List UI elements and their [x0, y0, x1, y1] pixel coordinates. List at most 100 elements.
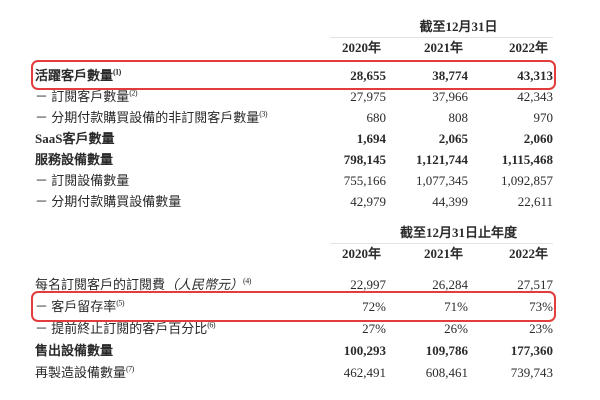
year-column-header: 2020年	[341, 40, 381, 55]
metric-label-cell: － 訂閱客戶數量(2)	[35, 86, 330, 107]
metric-label-cell: 再製造設備數量(7)	[35, 362, 330, 384]
metric-label: － 分期付款購買設備數量	[35, 194, 182, 209]
metric-value: 44,399	[432, 194, 468, 209]
metric-label-cell: 活躍客戶數量(1)	[35, 65, 330, 86]
metric-row: － 訂閱客戶數量(2) 27,975 37,966 42,343	[35, 86, 553, 107]
metric-value: 970	[533, 110, 554, 125]
metric-value: 2,060	[523, 131, 553, 146]
metric-value: 1,121,744	[416, 152, 468, 167]
metric-label: 每名訂閱客戶的訂閱費	[35, 277, 166, 292]
metric-value: 680	[366, 110, 387, 125]
metric-value: 43,313	[517, 68, 553, 83]
footnote-marker: (5)	[116, 298, 125, 308]
year-column-header: 2022年	[508, 40, 548, 55]
metric-label-cell: － 分期付款購買設備數量	[35, 191, 330, 212]
subscription-metrics-table: 截至12月31日止年度 2020年 2021年 2022年每名訂閱客戶的訂閱費（人民幣…	[31, 222, 556, 384]
metric-label-cell: － 提前終止訂閱的客戶百分比(6)	[35, 318, 330, 340]
metric-value: 72%	[362, 299, 386, 314]
metric-value: 798,145	[343, 152, 386, 167]
period-spacer	[35, 222, 330, 244]
metric-value: 608,461	[425, 365, 468, 380]
metric-value: 27%	[362, 321, 386, 336]
metric-label: 服務設備數量	[35, 152, 114, 167]
metric-row: SaaS客戶數量 1,694 2,065 2,060	[35, 128, 553, 149]
metric-value: 26%	[444, 321, 468, 336]
metric-label: － 訂閱客戶數量	[35, 89, 130, 104]
metric-label-cell: SaaS客戶數量	[35, 128, 330, 149]
metric-label-cell: 售出設備數量	[35, 340, 330, 362]
footnote-marker: (4)	[243, 276, 251, 286]
metric-label: － 訂閱設備數量	[35, 173, 130, 188]
customer-metrics-table: 截至12月31日 2020年 2021年 2022年活躍客戶數量(1) 28,655 38…	[31, 16, 556, 212]
footnote-marker: (2)	[129, 88, 138, 98]
metric-value: 42,343	[517, 89, 553, 104]
metric-value: 755,166	[343, 173, 386, 188]
footnote-marker: (7)	[126, 364, 134, 374]
year-column-header: 2021年	[423, 40, 463, 55]
metric-value: 73%	[529, 299, 553, 314]
metric-label: － 提前終止訂閱的客戶百分比	[35, 321, 208, 336]
metric-value: 1,694	[356, 131, 386, 146]
metric-value: 1,092,857	[501, 173, 553, 188]
metric-value: 27,517	[517, 277, 553, 292]
metric-row: 每名訂閱客戶的訂閱費（人民幣元）(4) 22,997 26,284 27,517	[35, 274, 553, 296]
metric-label: － 客戶留存率	[35, 299, 117, 314]
table-body: 活躍客戶數量(1) 28,655 38,774 43,313 － 訂閱客戶數量(2) 27…	[31, 60, 556, 212]
year-header-row: 2020年 2021年 2022年	[35, 243, 553, 264]
metric-value: 1,115,468	[501, 152, 553, 167]
metric-value: 739,743	[510, 365, 553, 380]
metric-row: 再製造設備數量(7) 462,491 608,461 739,743	[35, 362, 553, 384]
period-header: 截至12月31日止年度	[330, 222, 553, 244]
metric-value: 100,293	[343, 343, 386, 358]
table-body: 每名訂閱客戶的訂閱費（人民幣元）(4) 22,997 26,284 27,517 － 客…	[31, 274, 556, 384]
metric-value: 177,360	[510, 343, 553, 358]
metric-value: 28,655	[350, 68, 386, 83]
metric-label: － 分期付款購買設備的非訂閱客戶數量	[35, 110, 260, 125]
metric-row: 活躍客戶數量(1) 28,655 38,774 43,313	[31, 60, 556, 90]
metric-value: 462,491	[343, 365, 386, 380]
metric-row: － 訂閱設備數量 755,166 1,077,345 1,092,857	[35, 170, 553, 191]
metric-value: 1,077,345	[416, 173, 468, 188]
metric-value: 22,611	[517, 194, 553, 209]
footnote-marker: (3)	[259, 109, 268, 119]
footnote-marker: (6)	[207, 320, 216, 330]
metric-value: 37,966	[432, 89, 468, 104]
metric-value: 27,975	[350, 89, 386, 104]
period-header: 截至12月31日	[330, 16, 553, 38]
metric-value: 42,979	[350, 194, 386, 209]
metric-value: 808	[448, 110, 469, 125]
metric-value: 38,774	[432, 68, 468, 83]
period-header-row: 截至12月31日止年度	[35, 222, 553, 244]
metric-label-cell: － 分期付款購買設備的非訂閱客戶數量(3)	[35, 107, 330, 128]
metric-value: 26,284	[432, 277, 468, 292]
metric-label-cell: － 客戶留存率(5)	[35, 296, 330, 318]
metric-label-unit: （人民幣元）	[165, 277, 244, 292]
metric-value: 2,065	[438, 131, 468, 146]
metric-row: － 分期付款購買設備的非訂閱客戶數量(3) 680 808 970	[35, 107, 553, 128]
metric-value: 23%	[529, 321, 553, 336]
period-spacer	[35, 16, 330, 38]
metric-row: 售出設備數量 100,293 109,786 177,360	[35, 340, 553, 362]
year-header-spacer	[35, 37, 330, 58]
metric-row: － 客戶留存率(5) 72% 71% 73%	[31, 291, 556, 322]
metric-label: 再製造設備數量	[35, 365, 127, 380]
metric-value: 22,997	[350, 277, 386, 292]
metric-label: 售出設備數量	[35, 343, 114, 358]
metric-value: 71%	[444, 299, 468, 314]
year-header-spacer	[35, 243, 330, 264]
metric-label-cell: 服務設備數量	[35, 149, 330, 170]
year-column-header: 2022年	[508, 246, 548, 261]
metric-row: － 分期付款購買設備數量 42,979 44,399 22,611	[35, 191, 553, 212]
metric-label: SaaS客戶數量	[35, 131, 115, 146]
year-column-header: 2020年	[341, 246, 381, 261]
metric-row: 服務設備數量 798,145 1,121,744 1,115,468	[35, 149, 553, 170]
footnote-marker: (1)	[113, 67, 121, 77]
metric-value: 109,786	[425, 343, 468, 358]
metric-label: 活躍客戶數量	[35, 68, 114, 83]
metric-label-cell: 每名訂閱客戶的訂閱費（人民幣元）(4)	[35, 274, 330, 296]
year-header-row: 2020年 2021年 2022年	[35, 37, 553, 58]
year-column-header: 2021年	[423, 246, 463, 261]
metric-label-cell: － 訂閱設備數量	[35, 170, 330, 191]
period-header-row: 截至12月31日	[35, 16, 553, 38]
